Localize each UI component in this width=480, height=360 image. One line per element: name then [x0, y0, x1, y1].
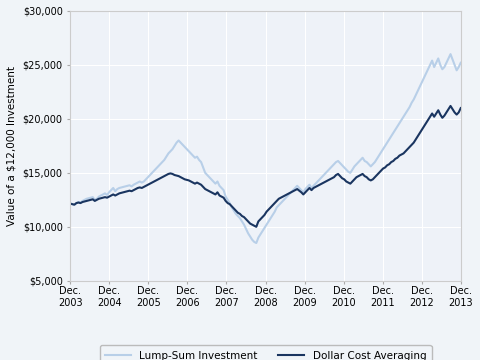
Lump-Sum Investment — [448, 52, 454, 56]
Dollar Cost Averaging — [448, 104, 454, 108]
Lump-Sum Investment — [315, 179, 321, 184]
Dollar Cost Averaging — [315, 184, 321, 188]
Dollar Cost Averaging — [253, 225, 259, 229]
Lump-Sum Investment — [229, 205, 235, 210]
Dollar Cost Averaging — [266, 207, 272, 212]
Dollar Cost Averaging — [458, 106, 464, 110]
Dollar Cost Averaging — [292, 188, 298, 192]
Lump-Sum Investment — [253, 241, 259, 245]
Lump-Sum Investment — [458, 60, 464, 65]
Line: Lump-Sum Investment: Lump-Sum Investment — [70, 54, 461, 243]
Lump-Sum Investment — [292, 186, 298, 190]
Lump-Sum Investment — [266, 219, 272, 224]
Dollar Cost Averaging — [67, 202, 73, 206]
Dollar Cost Averaging — [114, 192, 120, 197]
Lump-Sum Investment — [114, 187, 120, 191]
Legend: Lump-Sum Investment, Dollar Cost Averaging: Lump-Sum Investment, Dollar Cost Averagi… — [99, 345, 432, 360]
Dollar Cost Averaging — [225, 201, 230, 205]
Y-axis label: Value of a $12,000 Investment: Value of a $12,000 Investment — [7, 66, 17, 226]
Lump-Sum Investment — [67, 202, 73, 206]
Line: Dollar Cost Averaging: Dollar Cost Averaging — [70, 106, 461, 227]
Lump-Sum Investment — [225, 198, 230, 202]
Dollar Cost Averaging — [229, 204, 235, 208]
